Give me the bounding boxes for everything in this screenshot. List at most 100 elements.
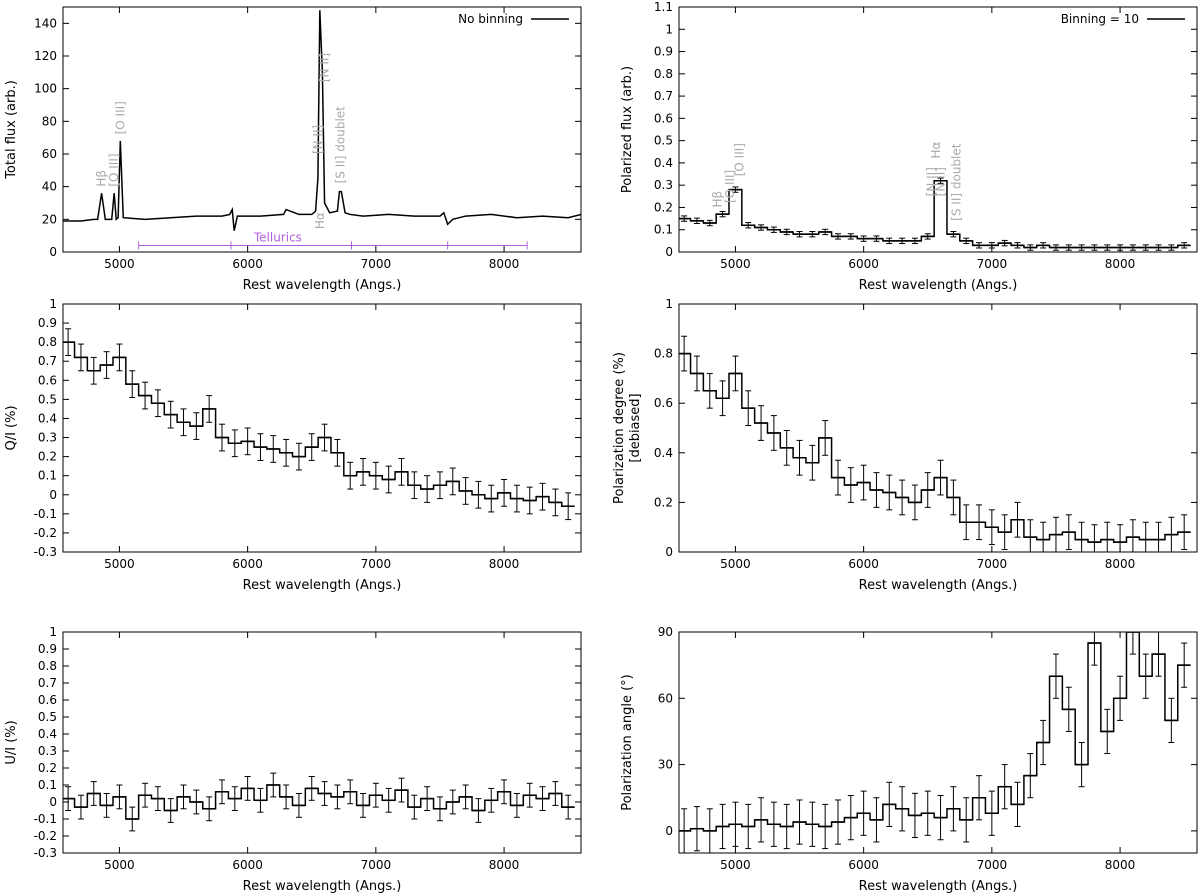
y-tick-label: 0.4 [654, 156, 673, 170]
x-tick-label: 5000 [104, 257, 135, 271]
panel: 0 0.2 0.4 0.6 0.8 1 5000 6000 7000 8000 Rest wavel… [612, 297, 1198, 593]
y-tick-label: 0.2 [38, 450, 57, 464]
plot-frame [62, 631, 582, 854]
y-tick-label: 0 [665, 245, 673, 259]
y-tick-label: 0.5 [654, 134, 673, 148]
x-tick-label: 6000 [232, 858, 263, 872]
y-axis-label: Polarization angle (°) [620, 674, 635, 811]
y-tick-label: 0 [665, 824, 673, 838]
y-tick-label: 1.1 [654, 0, 673, 14]
y-tick-label: 60 [42, 147, 57, 161]
panel: -0.3 -0.2 -0.1 0 0.1 0.2 0.3 0.4 0.5 0.6 0.7 0.8 0.9… [4, 297, 582, 593]
y-tick-label: 0.2 [654, 200, 673, 214]
y-tick-label: 0.3 [654, 178, 673, 192]
x-tick-label: 8000 [1105, 858, 1136, 872]
plot-area [679, 177, 1191, 251]
line-annotation: [O III] [107, 153, 121, 186]
y-tick-label: 0.7 [38, 676, 57, 690]
y-tick-label: 0.6 [38, 693, 57, 707]
y-tick-label: 0.6 [654, 111, 673, 125]
y-tick-label: 20 [42, 212, 57, 226]
y-tick-label: 40 [42, 180, 57, 194]
y-tick-label: 90 [658, 625, 673, 639]
y-axis-label: Polarization degree (%) [612, 352, 627, 504]
x-tick-label: 8000 [489, 858, 520, 872]
line-annotation: Hα [313, 212, 327, 229]
plot-frame [62, 303, 582, 553]
y-tick-label: 0.7 [654, 89, 673, 103]
y-axis-label: [debiased] [628, 393, 643, 462]
y-tick-label: 0.4 [38, 727, 57, 741]
y-tick-label: 1 [665, 297, 673, 311]
line-annotation: [N II] [311, 125, 325, 154]
y-tick-label: 1 [49, 625, 57, 639]
y-tick-label: 0.9 [38, 642, 57, 656]
y-tick-label: 0 [665, 545, 673, 559]
y-tick-label: 0.6 [654, 396, 673, 410]
x-axis-label: Rest wavelength (Angs.) [243, 578, 402, 593]
tellurics-label: Tellurics [253, 230, 302, 244]
panel: -0.3 -0.2 -0.1 0 0.1 0.2 0.3 0.4 0.5 0.6 0.7 0.8 0.9… [4, 625, 582, 894]
y-axis-label: Q/I (%) [4, 405, 19, 450]
panel: 0 0.1 0.2 0.3 0.4 0.5 0.6 0.7 0.8 0.9 1 1.1 5000 6000… [620, 0, 1198, 293]
x-axis-label: Rest wavelength (Angs.) [243, 879, 402, 894]
y-tick-label: 0.5 [38, 710, 57, 724]
x-tick-label: 5000 [720, 557, 751, 571]
x-axis-label: Rest wavelength (Angs.) [859, 278, 1018, 293]
y-tick-label: 80 [42, 114, 57, 128]
y-tick-label: -0.2 [34, 829, 57, 843]
y-tick-label: 0.1 [38, 469, 57, 483]
y-tick-label: 0 [49, 245, 57, 259]
x-tick-label: 6000 [848, 858, 879, 872]
y-axis-label: Polarized flux (arb.) [620, 66, 635, 193]
y-axis-label: Total flux (arb.) [4, 80, 19, 180]
x-tick-label: 8000 [489, 557, 520, 571]
spectrum-line [63, 10, 581, 231]
y-tick-label: 0.3 [38, 431, 57, 445]
plot-area [63, 772, 575, 832]
x-tick-label: 7000 [977, 257, 1008, 271]
x-tick-label: 8000 [1105, 557, 1136, 571]
y-tick-label: 0.1 [654, 223, 673, 237]
step-connector [63, 784, 575, 820]
line-annotation: Hα [929, 141, 943, 158]
panel: 0 30 60 90 5000 6000 7000 8000 Rest wavelength (… [620, 625, 1198, 894]
y-tick-label: 0.4 [38, 411, 57, 425]
x-tick-label: 7000 [977, 557, 1008, 571]
line-annotation: [O III] [732, 143, 746, 176]
line-annotation: [N II] [318, 53, 332, 82]
y-tick-label: -0.1 [34, 507, 57, 521]
y-tick-label: 0.9 [38, 316, 57, 330]
x-axis-label: Rest wavelength (Angs.) [243, 278, 402, 293]
x-tick-label: 6000 [232, 257, 263, 271]
x-tick-label: 6000 [848, 557, 879, 571]
line-annotation: [S II] doublet [949, 143, 963, 221]
error-bar [1129, 632, 1136, 655]
x-tick-label: 5000 [720, 858, 751, 872]
line-annotation: [O III] [723, 170, 737, 203]
y-axis-label: U/I (%) [4, 720, 19, 764]
y-tick-label: -0.1 [34, 812, 57, 826]
x-tick-label: 5000 [720, 257, 751, 271]
panel: 0 20 40 60 80 100 120 140 5000 6000 7000 8000 Rest w… [4, 6, 582, 293]
plot-area [63, 10, 581, 231]
y-tick-label: -0.2 [34, 526, 57, 540]
plot-frame [62, 6, 582, 253]
y-tick-label: 30 [658, 758, 673, 772]
y-tick-label: 0.3 [38, 744, 57, 758]
x-tick-label: 7000 [361, 557, 392, 571]
y-tick-label: 0.8 [654, 347, 673, 361]
plot-frame [678, 6, 1198, 253]
plot-frame [678, 631, 1198, 854]
legend-label: No binning [458, 12, 523, 26]
y-tick-label: 0.9 [654, 45, 673, 59]
x-axis-label: Rest wavelength (Angs.) [859, 879, 1018, 894]
step-connector [679, 352, 1191, 543]
y-tick-label: 120 [34, 49, 57, 63]
x-tick-label: 8000 [1105, 257, 1136, 271]
x-tick-label: 7000 [361, 257, 392, 271]
y-tick-label: 1 [665, 22, 673, 36]
y-tick-label: 0.4 [654, 446, 673, 460]
y-tick-label: 0.2 [654, 495, 673, 509]
